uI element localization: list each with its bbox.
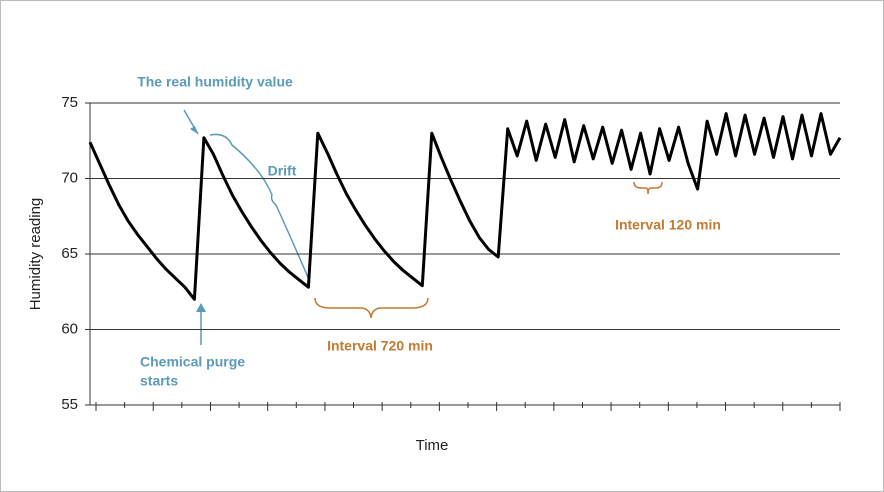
y-tick-label: 65	[61, 245, 78, 262]
arrowhead	[190, 126, 198, 134]
arrowhead	[196, 303, 206, 312]
x-axis-label: Time	[416, 437, 449, 454]
annotation: Chemical purge	[140, 354, 245, 370]
y-tick-label: 55	[61, 396, 78, 413]
annotations: The real humidity value Drift Chemical p…	[137, 74, 721, 389]
y-axis-label: Humidity reading	[27, 198, 44, 311]
y-tick-label: 60	[61, 320, 78, 337]
annotation: The real humidity value	[137, 74, 293, 90]
annotation: Interval 720 min	[327, 338, 433, 354]
brace	[633, 181, 663, 195]
data-line	[88, 112, 842, 301]
brace	[314, 297, 429, 319]
y-tick-label: 70	[61, 169, 78, 186]
annotation: Interval 120 min	[615, 217, 721, 233]
brace	[209, 133, 311, 283]
y-tick-label: 75	[61, 94, 78, 111]
annotation: starts	[140, 373, 178, 389]
annotation: Drift	[268, 163, 297, 179]
